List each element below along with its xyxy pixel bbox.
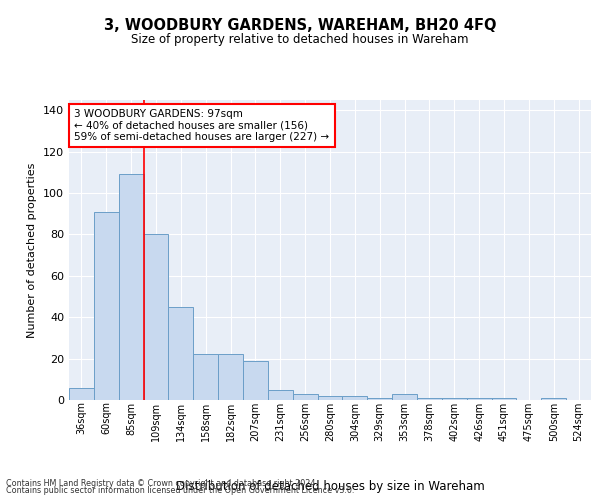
X-axis label: Distribution of detached houses by size in Wareham: Distribution of detached houses by size … [176, 480, 484, 492]
Bar [343, 396, 367, 400]
Bar [69, 388, 94, 400]
Y-axis label: Number of detached properties: Number of detached properties [28, 162, 37, 338]
Text: Size of property relative to detached houses in Wareham: Size of property relative to detached ho… [131, 32, 469, 46]
Bar [467, 398, 491, 400]
Bar [491, 398, 517, 400]
Bar [417, 398, 442, 400]
Bar [243, 360, 268, 400]
Bar [143, 234, 169, 400]
Bar [119, 174, 143, 400]
Bar [268, 390, 293, 400]
Bar [94, 212, 119, 400]
Text: 3 WOODBURY GARDENS: 97sqm
← 40% of detached houses are smaller (156)
59% of semi: 3 WOODBURY GARDENS: 97sqm ← 40% of detac… [74, 109, 329, 142]
Bar [193, 354, 218, 400]
Bar [541, 398, 566, 400]
Bar [367, 398, 392, 400]
Text: Contains HM Land Registry data © Crown copyright and database right 2024.: Contains HM Land Registry data © Crown c… [6, 478, 318, 488]
Text: Contains public sector information licensed under the Open Government Licence v3: Contains public sector information licen… [6, 486, 355, 495]
Bar [442, 398, 467, 400]
Bar [317, 396, 343, 400]
Bar [392, 394, 417, 400]
Bar [218, 354, 243, 400]
Text: 3, WOODBURY GARDENS, WAREHAM, BH20 4FQ: 3, WOODBURY GARDENS, WAREHAM, BH20 4FQ [104, 18, 496, 32]
Bar [169, 307, 193, 400]
Bar [293, 394, 317, 400]
